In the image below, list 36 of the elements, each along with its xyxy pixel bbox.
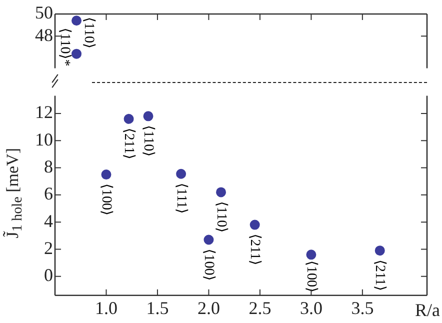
- point: [101, 170, 112, 180]
- annotation: ⟨100⟩: [304, 260, 319, 292]
- point: [374, 246, 385, 256]
- y-tick-label: 2: [44, 238, 53, 258]
- annotation: ⟨100⟩: [201, 248, 216, 281]
- y-tick-label: 4: [44, 210, 53, 231]
- x-axis-title: R/a: [415, 300, 440, 321]
- point: [216, 187, 226, 198]
- x-tick-label: 3.0: [300, 298, 322, 318]
- x-tick-label: 3.5: [351, 298, 374, 318]
- x-tick-label: 2.0: [197, 298, 220, 318]
- y-tick-label: 0: [44, 265, 53, 286]
- point: [143, 111, 154, 122]
- annotation: ⟨110⟩*: [56, 28, 72, 66]
- point: [124, 114, 134, 124]
- y-tick-label: 12: [35, 102, 53, 122]
- y-tick-label: 10: [35, 129, 53, 150]
- annotation: ⟨111⟩: [173, 182, 188, 214]
- point: [176, 168, 186, 179]
- annotation: ⟨100⟩: [98, 184, 114, 216]
- annotation: ⟨211⟩: [372, 260, 388, 291]
- point: [250, 220, 260, 230]
- annotation: ⟨211⟩: [121, 128, 136, 160]
- annotation: ⟨211⟩: [247, 234, 262, 266]
- annotation: ⟨110⟩: [213, 201, 228, 233]
- y-tick-label: 8: [44, 156, 53, 176]
- point: [204, 234, 214, 245]
- annotation: ⟨110⟩: [80, 17, 96, 48]
- x-tick-label: 2.5: [248, 298, 272, 318]
- point: [306, 250, 316, 260]
- y-tick-label: 6: [44, 184, 53, 204]
- annotation: ⟨110⟩: [140, 125, 156, 157]
- y-tick-label: 48: [35, 24, 53, 45]
- y-tick-label: 50: [35, 2, 53, 23]
- x-tick-label: 1.5: [146, 298, 169, 318]
- x-tick-label: 1.0: [94, 298, 118, 318]
